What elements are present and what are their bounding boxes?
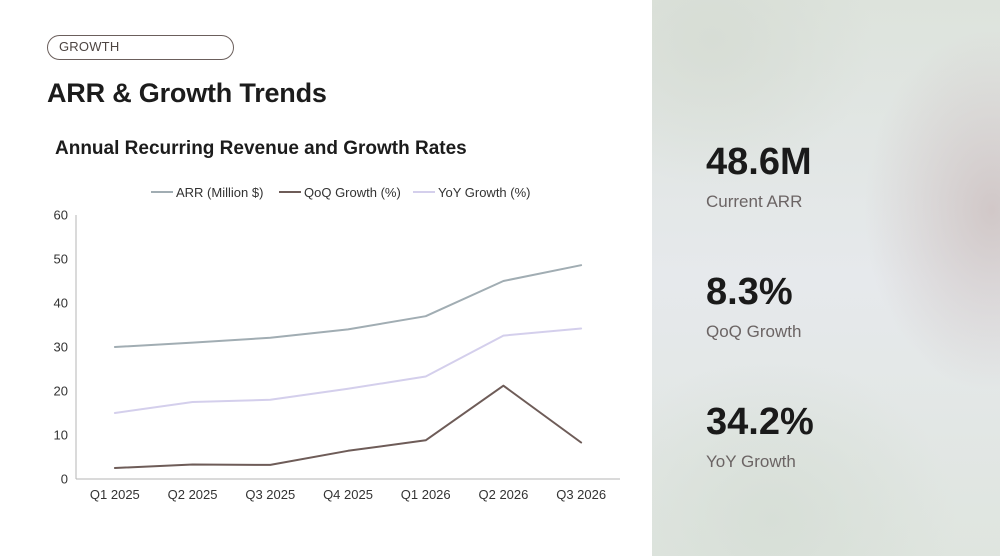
stat-label: YoY Growth [706,452,796,471]
chart-title: Annual Recurring Revenue and Growth Rate… [55,138,467,159]
stat-value: 8.3% [706,271,793,313]
chart-panel: GROWTH ARR & Growth Trends Annual Recurr… [47,35,620,502]
y-tick-label: 30 [54,340,68,355]
x-tick-label: Q3 2026 [556,487,606,502]
stat-current-arr: 48.6M Current ARR [706,140,812,212]
x-tick-label: Q1 2025 [90,487,140,502]
y-tick-label: 40 [54,296,68,311]
kpi-panel: 48.6M Current ARR 8.3% QoQ Growth 34.2% … [652,0,1000,556]
y-tick-label: 60 [54,208,68,223]
stat-value: 34.2% [706,401,814,443]
y-tick-label: 50 [54,252,68,267]
stat-yoy-growth: 34.2% YoY Growth [706,400,814,472]
stat-qoq-growth: 8.3% QoQ Growth [706,270,801,342]
series-line-0 [113,264,583,348]
series-line-2 [113,327,583,414]
x-tick-label: Q2 2025 [168,487,218,502]
x-tick-label: Q2 2026 [478,487,528,502]
page-title: ARR & Growth Trends [47,78,327,108]
chart-series [113,264,583,469]
stat-value: 48.6M [706,141,812,183]
chart-axes: 0 10 20 30 40 50 60 Q1 2025 Q2 2025 Q3 2025 Q4 202… [54,208,620,502]
series-line-1 [113,384,583,469]
y-tick-label: 10 [54,428,68,443]
x-tick-label: Q3 2025 [245,487,295,502]
y-tick-label: 0 [61,472,68,487]
legend-label: QoQ Growth (%) [304,185,401,200]
chart-legend: ARR (Million $) QoQ Growth (%) YoY Growth … [151,185,531,200]
legend-label: ARR (Million $) [176,185,263,200]
legend-label: YoY Growth (%) [438,185,531,200]
x-tick-label: Q4 2025 [323,487,373,502]
x-tick-label: Q1 2026 [401,487,451,502]
line-chart: 0 10 20 30 40 50 60 Q1 2025 Q2 2025 Q3 2025 Q4 202… [54,185,620,502]
y-tick-label: 20 [54,384,68,399]
stat-label: Current ARR [706,192,803,211]
section-tag: GROWTH [47,35,234,60]
stat-label: QoQ Growth [706,322,802,341]
